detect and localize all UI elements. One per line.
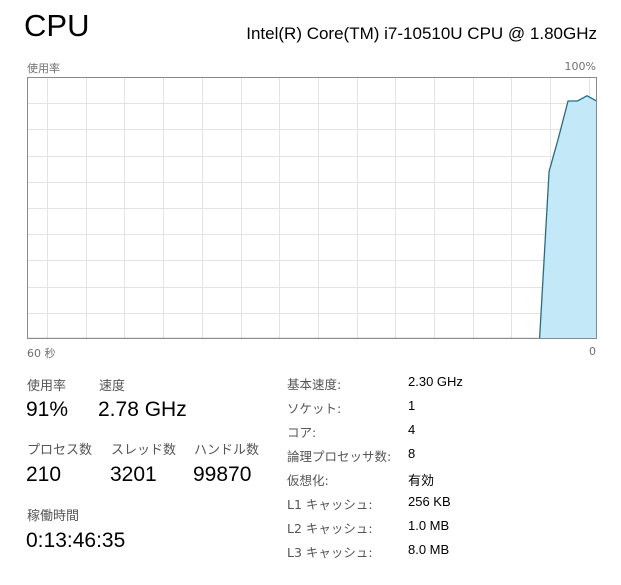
cpu-usage-graph [27, 77, 597, 339]
graph-x-right-label: 0 [589, 345, 596, 358]
spec-key: 基本速度: [287, 377, 342, 392]
graph-border [27, 77, 597, 339]
graph-grid [27, 77, 597, 339]
cpu-model: Intel(R) Core(TM) i7-10510U CPU @ 1.80GH… [246, 24, 597, 43]
handles-label: ハンドル数 [194, 443, 260, 458]
usage-value: 91% [26, 398, 69, 421]
spec-key: L1 キャッシュ: [287, 497, 373, 512]
threads-label: スレッド数 [111, 443, 177, 458]
spec-key: L2 キャッシュ: [287, 521, 373, 536]
spec-key: 論理プロセッサ数: [287, 449, 392, 464]
usage-label: 使用率 [27, 379, 67, 394]
speed-label: 速度 [99, 379, 126, 394]
spec-key: L3 キャッシュ: [287, 545, 373, 560]
processes-label: プロセス数 [27, 443, 93, 458]
graph-y-label: 使用率 [27, 62, 60, 75]
spec-value: 8 [408, 446, 416, 461]
spec-key: ソケット: [287, 401, 342, 416]
graph-x-left-label: 60 秒 [27, 347, 56, 360]
spec-value: 4 [408, 422, 416, 437]
spec-key: コア: [287, 425, 317, 440]
speed-value: 2.78 GHz [98, 398, 187, 421]
spec-value: 2.30 GHz [408, 374, 463, 389]
spec-key: 仮想化: [287, 473, 329, 488]
spec-value: 1 [408, 398, 416, 413]
threads-value: 3201 [110, 463, 157, 486]
spec-value: 1.0 MB [408, 518, 450, 533]
page-title: CPU [24, 8, 90, 43]
uptime-label: 稼働時間 [27, 509, 80, 524]
handles-value: 99870 [193, 463, 252, 486]
graph-y-max-label: 100% [564, 60, 596, 73]
spec-value: 8.0 MB [408, 542, 450, 557]
spec-value: 256 KB [408, 494, 451, 509]
processes-value: 210 [26, 463, 62, 486]
spec-value: 有効 [408, 473, 435, 488]
uptime-value: 0:13:46:35 [26, 529, 126, 552]
